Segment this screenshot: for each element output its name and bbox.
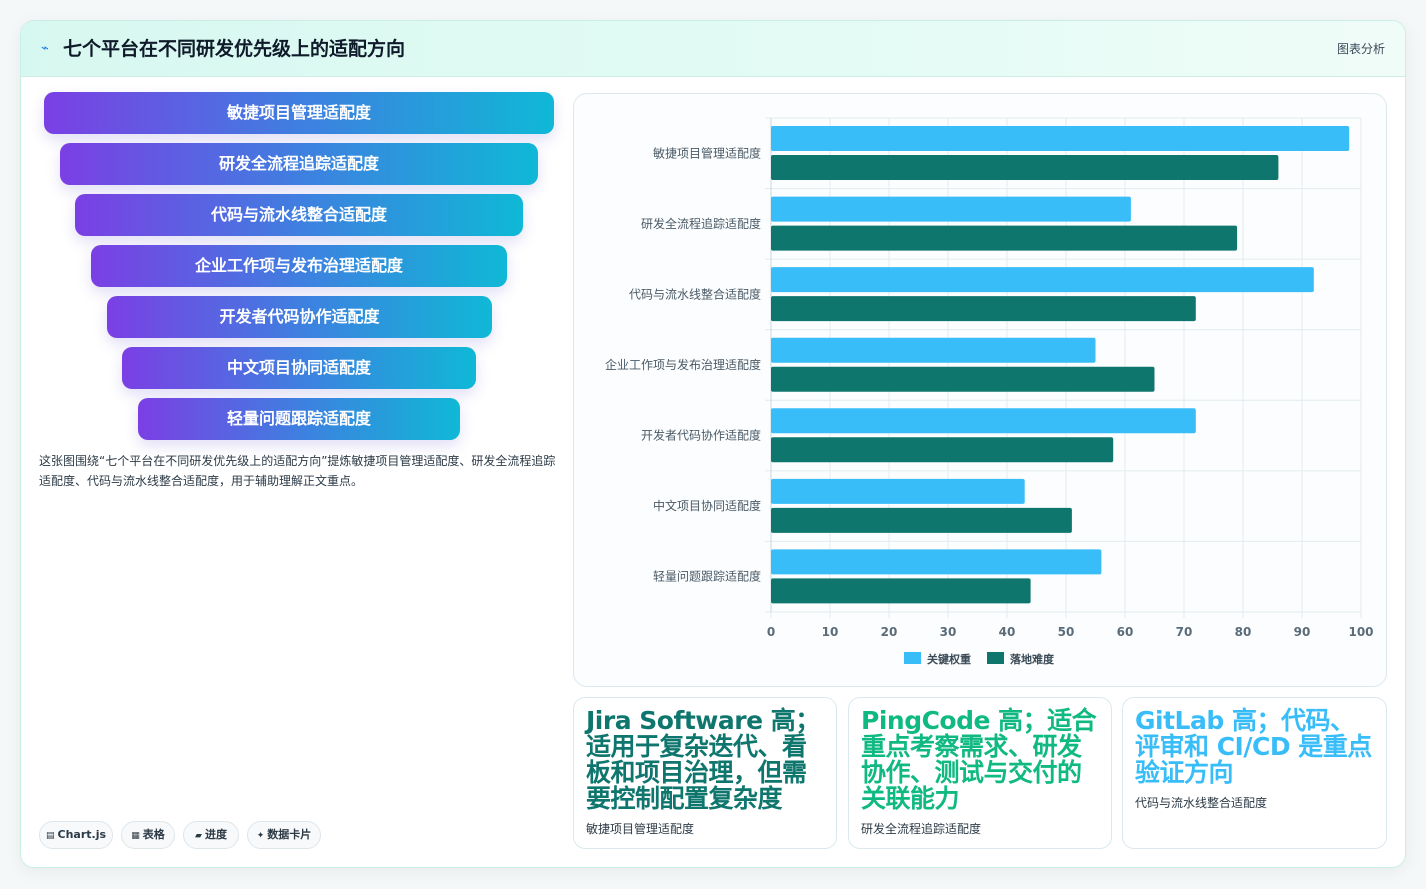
x-tick-label: 70 xyxy=(1176,625,1193,639)
x-tick-label: 20 xyxy=(881,625,898,639)
funnel-item: 中文项目协同适配度 xyxy=(122,347,476,389)
bar-difficulty xyxy=(771,225,1238,251)
bar-key-weight xyxy=(771,196,1131,222)
funnel-item: 轻量问题跟踪适配度 xyxy=(138,398,460,440)
legend-label: 关键权重 xyxy=(927,652,971,666)
y-tick-label: 研发全流程追踪适配度 xyxy=(641,216,761,231)
card-headline: PingCode 高；适合重点考察需求、研发协作、测试与交付的关联能力 xyxy=(861,706,1097,813)
bar-key-weight xyxy=(771,478,1025,504)
header-bar: ⌁ 七个平台在不同研发优先级上的适配方向 图表分析 xyxy=(21,21,1405,77)
table-icon: ▦ xyxy=(131,831,140,841)
y-tick-label: 中文项目协同适配度 xyxy=(653,498,761,513)
sparkle-icon: ✦ xyxy=(256,831,265,841)
chart-logo-icon: ⌁ xyxy=(41,41,49,56)
legend-label: 落地难度 xyxy=(1010,652,1055,666)
info-card-gitlab: GitLab 高；代码、评审和 CI/CD 是重点验证方向 代码与流水线整合适配… xyxy=(1122,697,1387,849)
x-tick-label: 40 xyxy=(999,625,1016,639)
card-subtitle: 代码与流水线整合适配度 xyxy=(1135,796,1268,810)
bar-chart: 0 10 20 30 40 50 60 70 80 90 100 敏捷项目管理适配度研发全流程追踪适配… xyxy=(605,117,1374,666)
x-tick-label: 30 xyxy=(940,625,957,639)
chart-description: 这张图围绕“七个平台在不同研发优先级上的适配方向”提炼敏捷项目管理适配度、研发全… xyxy=(39,454,556,488)
analysis-tag: 图表分析 xyxy=(1336,42,1385,56)
y-tick-label: 敏捷项目管理适配度 xyxy=(653,145,761,160)
bar-key-weight xyxy=(771,337,1096,363)
x-tick-label: 60 xyxy=(1117,625,1134,639)
card-subtitle: 研发全流程追踪适配度 xyxy=(861,822,982,836)
x-tick-label: 50 xyxy=(1058,625,1075,639)
x-tick-label: 90 xyxy=(1294,625,1311,639)
funnel-item: 研发全流程追踪适配度 xyxy=(60,143,538,185)
chip-label: Chart.js xyxy=(57,828,107,841)
bar-key-weight xyxy=(771,549,1102,575)
x-tick-label: 100 xyxy=(1348,625,1373,639)
y-tick-label: 代码与流水线整合适配度 xyxy=(629,286,761,301)
funnel-item: 代码与流水线整合适配度 xyxy=(75,194,523,236)
chip-label: 进度 xyxy=(204,828,227,841)
chip-data-card[interactable]: ✦ 数据卡片 xyxy=(247,821,321,849)
bar-difficulty xyxy=(771,578,1031,604)
info-card-jira: Jira Software 高；适用于复杂迭代、看板和项目治理，但需要控制配置复… xyxy=(573,697,837,849)
y-tick-label: 企业工作项与发布治理适配度 xyxy=(605,357,761,372)
legend-swatch xyxy=(987,652,1004,664)
card-headline: Jira Software 高；适用于复杂迭代、看板和项目治理，但需要控制配置复… xyxy=(586,706,820,813)
x-tick-label: 80 xyxy=(1235,625,1252,639)
bar-difficulty xyxy=(771,296,1196,322)
x-tick-label: 10 xyxy=(822,625,839,639)
y-tick-label: 开发者代码协作适配度 xyxy=(641,428,761,443)
chip-label: 数据卡片 xyxy=(267,828,312,841)
card-headline: GitLab 高；代码、评审和 CI/CD 是重点验证方向 xyxy=(1135,706,1372,787)
bar-key-weight xyxy=(771,126,1350,151)
y-tick-label: 轻量问题跟踪适配度 xyxy=(653,569,761,584)
chip-progress[interactable]: ▰ 进度 xyxy=(183,821,239,849)
legend-swatch xyxy=(904,652,921,664)
funnel-item: 敏捷项目管理适配度 xyxy=(44,92,554,134)
main-panel: ⌁ 七个平台在不同研发优先级上的适配方向 图表分析 敏捷项目管理适配度 研发全流… xyxy=(20,20,1406,868)
chip-table[interactable]: ▦ 表格 xyxy=(121,821,175,849)
bar-difficulty xyxy=(771,366,1155,392)
chip-label: 表格 xyxy=(142,828,165,841)
bar-key-weight xyxy=(771,267,1314,293)
funnel-item: 企业工作项与发布治理适配度 xyxy=(91,245,507,287)
page-title: 七个平台在不同研发优先级上的适配方向 xyxy=(63,38,406,60)
bar-key-weight xyxy=(771,408,1196,434)
funnel-item: 开发者代码协作适配度 xyxy=(107,296,492,338)
card-subtitle: 敏捷项目管理适配度 xyxy=(586,822,695,836)
bar-difficulty xyxy=(771,507,1072,533)
progress-icon: ▰ xyxy=(195,831,202,841)
bar-chart-card: 0 10 20 30 40 50 60 70 80 90 100 敏捷项目管理适配度研发全流程追踪适配… xyxy=(573,93,1387,687)
chip-chartjs[interactable]: ▤ Chart.js xyxy=(39,821,113,849)
chart-icon: ▤ xyxy=(45,831,55,841)
x-tick-label: 0 xyxy=(767,625,775,639)
bar-difficulty xyxy=(771,155,1279,180)
bar-difficulty xyxy=(771,437,1114,463)
info-card-pingcode: PingCode 高；适合重点考察需求、研发协作、测试与交付的关联能力 研发全流… xyxy=(848,697,1112,849)
